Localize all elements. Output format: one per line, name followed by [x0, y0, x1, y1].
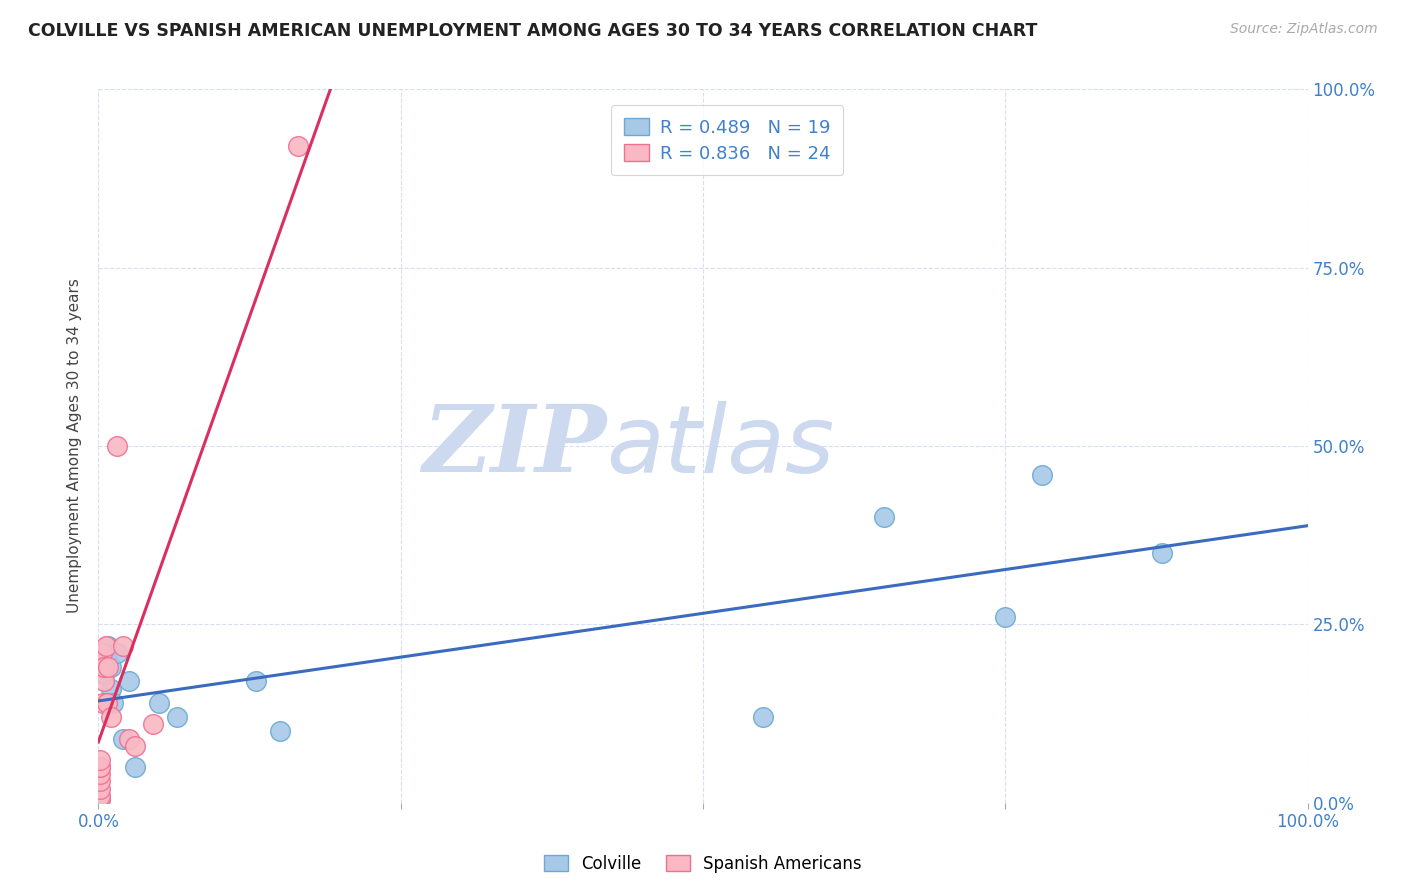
Text: Source: ZipAtlas.com: Source: ZipAtlas.com	[1230, 22, 1378, 37]
Point	[1031, 467, 1053, 482]
Point	[148, 696, 170, 710]
Point	[90, 660, 112, 674]
Text: ZIP: ZIP	[422, 401, 606, 491]
Point	[93, 674, 115, 689]
Point	[111, 731, 134, 746]
Point	[166, 710, 188, 724]
Point	[91, 646, 114, 660]
Point	[97, 660, 120, 674]
Point	[752, 710, 775, 724]
Point	[1152, 546, 1174, 560]
Point	[287, 139, 309, 153]
Point	[89, 760, 111, 774]
Point	[105, 646, 128, 660]
Point	[118, 674, 141, 689]
Point	[89, 760, 111, 774]
Legend: R = 0.489   N = 19, R = 0.836   N = 24: R = 0.489 N = 19, R = 0.836 N = 24	[612, 105, 844, 176]
Legend: Colville, Spanish Americans: Colville, Spanish Americans	[537, 848, 869, 880]
Point	[93, 667, 115, 681]
Point	[142, 717, 165, 731]
Point	[101, 696, 124, 710]
Point	[89, 792, 111, 806]
Text: COLVILLE VS SPANISH AMERICAN UNEMPLOYMENT AMONG AGES 30 TO 34 YEARS CORRELATION : COLVILLE VS SPANISH AMERICAN UNEMPLOYMEN…	[28, 22, 1038, 40]
Point	[269, 724, 291, 739]
Point	[118, 731, 141, 746]
Point	[100, 681, 122, 696]
Point	[124, 739, 146, 753]
Point	[97, 639, 120, 653]
Point	[93, 660, 115, 674]
Point	[89, 781, 111, 796]
Y-axis label: Unemployment Among Ages 30 to 34 years: Unemployment Among Ages 30 to 34 years	[67, 278, 83, 614]
Point	[89, 774, 111, 789]
Point	[994, 610, 1017, 624]
Point	[100, 710, 122, 724]
Point	[96, 653, 118, 667]
Point	[89, 767, 111, 781]
Point	[873, 510, 896, 524]
Point	[124, 760, 146, 774]
Point	[100, 660, 122, 674]
Text: atlas: atlas	[606, 401, 835, 491]
Point	[89, 789, 111, 803]
Point	[105, 439, 128, 453]
Point	[91, 696, 114, 710]
Point	[111, 639, 134, 653]
Point	[89, 792, 111, 806]
Point	[89, 753, 111, 767]
Point	[94, 639, 117, 653]
Point	[96, 696, 118, 710]
Point	[245, 674, 267, 689]
